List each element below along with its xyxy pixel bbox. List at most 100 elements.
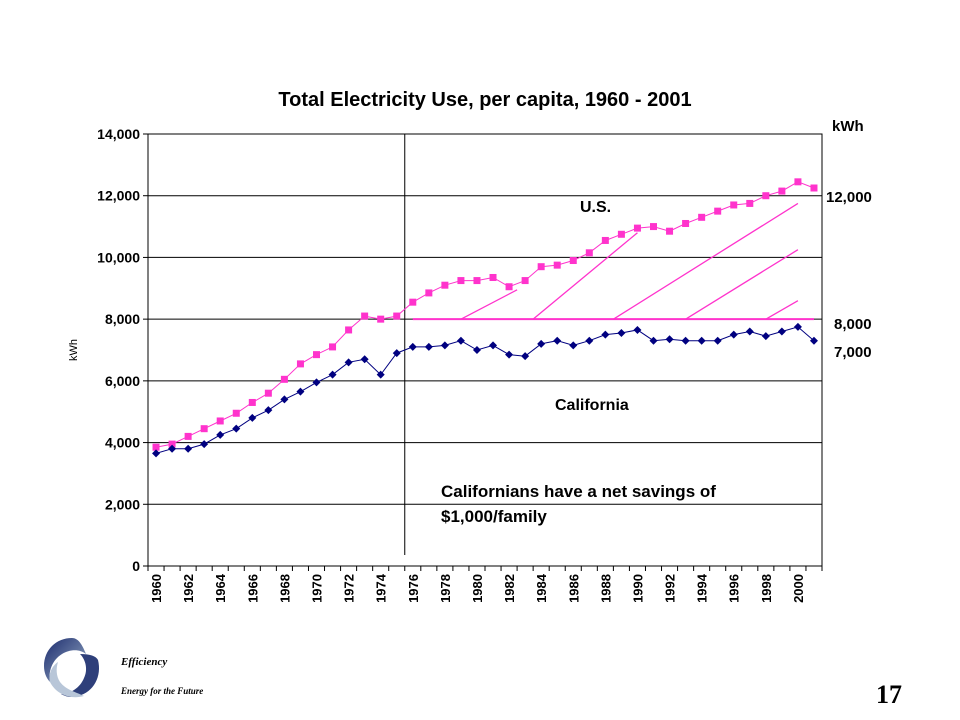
data-point-california	[472, 346, 481, 354]
data-point-us	[746, 199, 754, 207]
savings-hatch-line	[460, 289, 518, 320]
data-point-us	[762, 192, 770, 200]
data-point-us	[730, 201, 738, 209]
y-tick-label: 4,000	[105, 435, 140, 451]
data-point-california	[264, 406, 273, 415]
annotation-line-2: $1,000/family	[441, 507, 547, 526]
data-point-california	[184, 444, 193, 453]
data-point-us	[714, 207, 722, 215]
x-tick-label: 1968	[277, 574, 292, 603]
data-point-us	[280, 375, 288, 383]
data-point-us	[682, 219, 690, 227]
data-point-california	[697, 336, 706, 345]
x-tick-label: 2000	[791, 574, 806, 603]
data-point-us	[168, 440, 176, 448]
data-point-us	[537, 263, 545, 271]
data-point-california	[456, 336, 465, 345]
data-point-california	[168, 444, 177, 453]
y-tick-label: 12,000	[97, 188, 140, 204]
x-tick-label: 1972	[342, 574, 357, 603]
data-point-california	[232, 424, 241, 433]
data-point-us	[794, 178, 802, 186]
data-point-us	[393, 312, 401, 320]
data-point-california	[505, 350, 514, 359]
x-tick-label: 1980	[470, 574, 485, 603]
data-point-us	[601, 236, 609, 244]
data-point-us	[184, 432, 192, 440]
x-tick-label: 1976	[406, 574, 421, 603]
grid-lines	[148, 195, 822, 505]
data-point-us	[585, 249, 593, 257]
data-point-us	[425, 289, 433, 297]
y-tick-label: 6,000	[105, 373, 140, 389]
x-tick-label: 1994	[695, 573, 710, 603]
data-point-california	[489, 341, 498, 350]
data-point-california	[681, 336, 690, 345]
chart-title: Total Electricity Use, per capita, 1960 …	[278, 89, 691, 111]
page-number: 17	[876, 680, 902, 709]
x-tick-label: 1984	[534, 573, 549, 603]
data-point-us	[232, 409, 240, 417]
data-point-california	[809, 336, 818, 345]
electricity-chart: Total Electricity Use, per capita, 1960 …	[68, 89, 872, 603]
footer-org-name: Efficiency	[121, 656, 168, 668]
data-point-california	[296, 387, 305, 396]
data-point-california	[392, 349, 401, 358]
data-point-california	[729, 330, 738, 339]
x-tick-label: 1986	[566, 574, 581, 603]
savings-hatch-line	[685, 249, 799, 320]
data-point-california	[216, 430, 225, 439]
series-line-1	[155, 326, 815, 454]
data-point-us	[152, 443, 160, 451]
footer-tagline: Energy for the Future	[121, 686, 204, 696]
data-point-us	[666, 227, 674, 235]
savings-hatch-line	[532, 232, 638, 320]
data-point-california	[633, 325, 642, 334]
reference-lines	[404, 134, 814, 555]
data-point-us	[457, 277, 465, 285]
data-point-california	[601, 330, 610, 339]
series-layer	[152, 178, 818, 458]
data-point-california	[424, 342, 433, 351]
data-point-california	[248, 413, 257, 422]
y-tick-label: 8,000	[105, 311, 140, 327]
x-tick-label: 1982	[502, 574, 517, 603]
data-point-california	[360, 355, 369, 364]
y-tick-label: 10,000	[97, 249, 140, 265]
data-point-us	[361, 312, 369, 320]
x-tick-label: 1988	[598, 574, 613, 603]
plot-frame	[147, 133, 823, 567]
data-point-california	[537, 339, 546, 348]
x-tick-label: 1998	[759, 574, 774, 603]
data-point-california	[280, 395, 289, 404]
right-unit-label: kWh	[832, 118, 864, 135]
data-point-us	[409, 298, 417, 306]
data-point-us	[553, 261, 561, 269]
x-tick-label: 1990	[630, 574, 645, 603]
x-tick-label: 1966	[245, 574, 260, 603]
data-point-us	[569, 257, 577, 265]
data-point-california	[793, 322, 802, 331]
x-tick-label: 1992	[663, 574, 678, 603]
data-point-california	[713, 336, 722, 345]
data-point-california	[553, 336, 562, 345]
savings-hatch-line	[613, 202, 799, 320]
series-label-california: California	[555, 397, 629, 414]
x-axis-ticks: 1960 1962 1964 1966 1968 1970 1972 1974 1976 1978…	[147, 566, 823, 603]
data-point-california	[521, 352, 530, 361]
data-point-us	[264, 389, 272, 397]
data-point-california	[328, 370, 337, 379]
savings-hatch-line	[765, 300, 799, 320]
data-point-us	[345, 326, 353, 334]
data-point-us	[505, 283, 513, 291]
data-point-us	[216, 417, 224, 425]
data-point-california	[569, 341, 578, 350]
data-point-california	[152, 449, 161, 458]
data-point-us	[633, 224, 641, 232]
right-label-8000: 8,000	[834, 316, 872, 333]
data-point-california	[312, 378, 321, 387]
x-tick-label: 1996	[727, 574, 742, 603]
data-point-california	[745, 327, 754, 336]
data-point-california	[376, 370, 385, 379]
data-point-us	[377, 315, 385, 323]
